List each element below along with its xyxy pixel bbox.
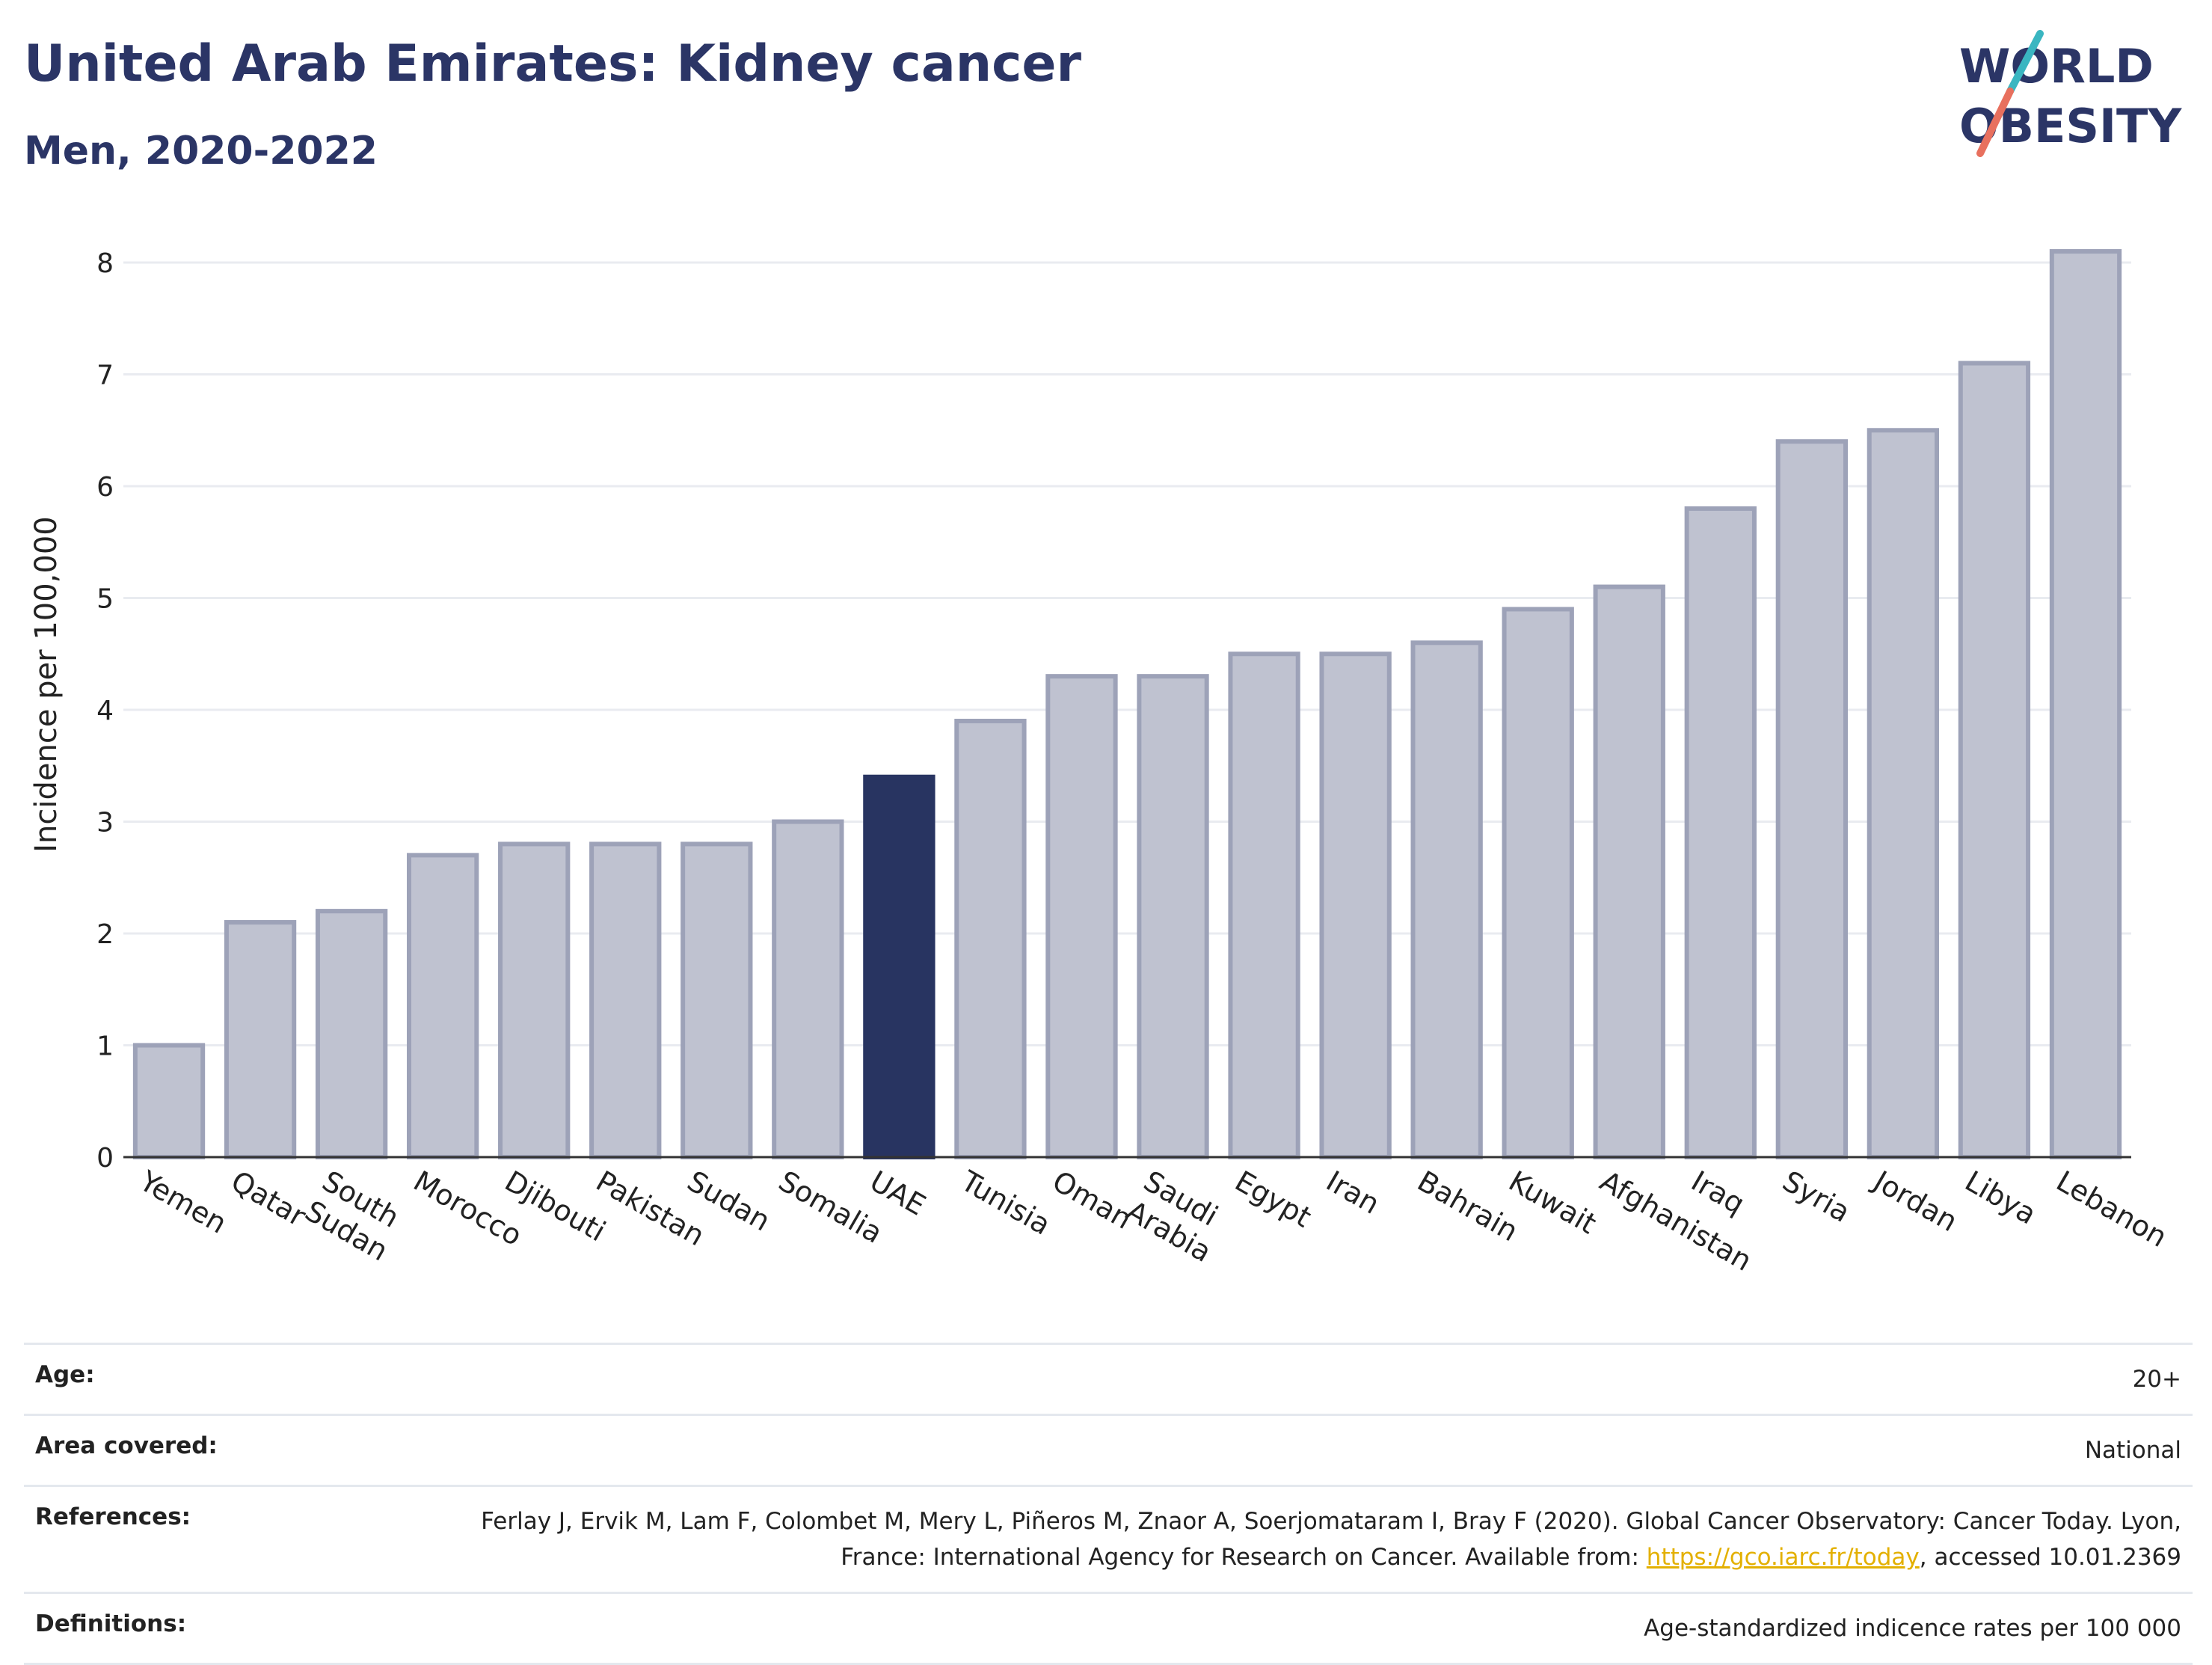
x-tick-label: Syria (1777, 1165, 1855, 1229)
x-tick-label: Jordan (1867, 1164, 1963, 1239)
bar (407, 853, 479, 1159)
bar (681, 841, 753, 1160)
reference-text: Ferlay J, Ervik M, Lam F, Colombet M, Me… (481, 1508, 2181, 1571)
bar (315, 909, 388, 1159)
x-tick-label: Egypt (1229, 1165, 1317, 1234)
bar (1410, 640, 1483, 1159)
bar (498, 841, 571, 1160)
meta-value: National (465, 1414, 2193, 1487)
meta-row-area: Area covered: National (24, 1414, 2193, 1487)
x-tick-label: Yemen (134, 1164, 233, 1240)
logo-slash-bottom (1976, 88, 2014, 157)
bar (1137, 674, 1209, 1159)
page-subtitle: Men, 2020-2022 (24, 129, 378, 174)
meta-key: Age: (24, 1343, 465, 1416)
y-tick-label: 2 (96, 919, 114, 950)
y-tick-label: 5 (96, 584, 114, 615)
meta-row-age: Age: 20+ (24, 1343, 2193, 1416)
bars (132, 249, 2122, 1160)
meta-value-references: Ferlay J, Ervik M, Lam F, Colombet M, Me… (465, 1485, 2193, 1594)
bar (772, 819, 844, 1159)
world-obesity-logo: WORLD OBESITY (1959, 30, 2182, 157)
x-tick-label: Iran (1321, 1165, 1385, 1221)
x-tick-label: SaudiArabia (1121, 1165, 1234, 1269)
bar (1502, 607, 1574, 1159)
y-tick-label: 8 (96, 248, 114, 279)
bar (1958, 361, 2031, 1159)
bar (1228, 651, 1300, 1159)
bar (224, 920, 297, 1160)
x-tick-label: Qatar (226, 1165, 312, 1233)
bar (1593, 584, 1665, 1159)
meta-row-definitions: Definitions: Age-standardized indicence … (24, 1592, 2193, 1665)
y-tick-label: 7 (96, 361, 114, 391)
logo-slash-top (2006, 30, 2044, 95)
bar (1775, 439, 1848, 1159)
metadata-table: Age: 20+ Area covered: National Referenc… (24, 1343, 2193, 1665)
bar (1045, 674, 1118, 1159)
meta-key: References: (24, 1485, 465, 1594)
logo-line1: WORLD (1959, 39, 2154, 93)
x-tick-label: Tunisia (955, 1164, 1056, 1242)
y-axis-label: Incidence per 100,000 (29, 516, 64, 853)
x-tick-label: SouthSudan (300, 1165, 411, 1268)
meta-value: Age-standardized indicence rates per 100… (465, 1592, 2193, 1665)
bar (1867, 428, 1940, 1159)
bar-highlight (863, 774, 936, 1159)
bar (132, 1043, 206, 1159)
bar (954, 718, 1027, 1159)
bar (2049, 249, 2122, 1159)
meta-key: Definitions: (24, 1592, 465, 1665)
meta-value: 20+ (465, 1343, 2193, 1416)
meta-key: Area covered: (24, 1414, 465, 1487)
x-tick-label: Iraq (1686, 1165, 1750, 1221)
bar (1684, 506, 1757, 1159)
reference-link[interactable]: https://gco.iarc.fr/today (1646, 1544, 1920, 1571)
bar (589, 841, 662, 1160)
x-tick-label: Libya (1959, 1165, 2042, 1231)
y-tick-label: 3 (96, 808, 114, 838)
x-tick-label: Somalia (773, 1165, 888, 1250)
x-tick-label: Oman (1047, 1165, 1137, 1236)
meta-row-references: References: Ferlay J, Ervik M, Lam F, Co… (24, 1485, 2193, 1594)
y-tick-label: 6 (96, 472, 114, 503)
y-tick-label: 4 (96, 696, 114, 726)
reference-suffix: , accessed 10.01.2369 (1919, 1544, 2181, 1571)
x-tick-label: Lebanon (2050, 1165, 2172, 1254)
y-tick-label: 0 (96, 1143, 114, 1174)
page-title: United Arab Emirates: Kidney cancer (24, 34, 1082, 93)
x-tick-label: Bahrain (1412, 1165, 1523, 1248)
y-axis-ticks: 0 1 2 3 4 5 6 7 8 (96, 248, 114, 1174)
bar (1319, 651, 1392, 1159)
y-tick-label: 1 (96, 1031, 114, 1062)
